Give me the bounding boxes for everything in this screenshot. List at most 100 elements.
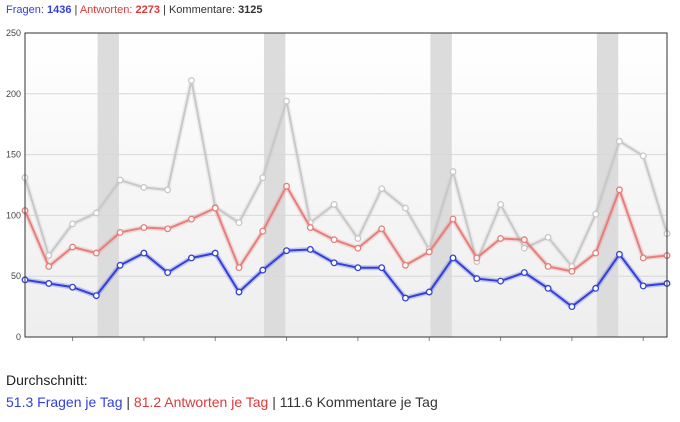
series-line-antworten — [24, 185, 668, 273]
data-point-kommentare — [116, 176, 124, 184]
data-point-kommentare — [449, 168, 457, 176]
fragen-count: 1436 — [46, 4, 72, 16]
data-point-fragen — [306, 245, 314, 253]
average-antworten: 81.2 Antworten je Tag — [133, 394, 269, 410]
data-point-kommentare — [592, 210, 600, 218]
data-point-fragen — [449, 254, 457, 262]
data-point-fragen — [568, 303, 576, 311]
data-point-antworten — [259, 227, 267, 235]
data-point-fragen — [378, 264, 386, 272]
data-point-fragen — [520, 269, 528, 277]
data-point-antworten — [92, 249, 100, 257]
series-line-kommentare — [24, 79, 668, 268]
data-point-fragen — [425, 288, 433, 296]
kommentare-count: 3125 — [238, 4, 263, 16]
data-point-fragen — [116, 261, 124, 269]
data-point-kommentare — [187, 76, 195, 84]
y-tick-label: 250 — [6, 28, 21, 38]
data-point-antworten — [116, 228, 124, 236]
antworten-label: Antworten: — [79, 4, 133, 16]
data-point-fragen — [92, 292, 100, 300]
data-point-fragen — [497, 277, 505, 285]
data-point-antworten — [520, 236, 528, 244]
data-point-fragen — [259, 266, 267, 274]
data-point-antworten — [639, 254, 647, 262]
data-point-antworten — [425, 248, 433, 256]
data-point-antworten — [330, 236, 338, 244]
data-point-fragen — [473, 275, 481, 283]
data-point-kommentare — [615, 137, 623, 145]
data-point-fragen — [69, 283, 77, 291]
data-point-antworten — [235, 264, 243, 272]
data-point-antworten — [449, 215, 457, 223]
average-kommentare: 111.6 Kommentare je Tag — [279, 394, 438, 410]
weekend-band — [430, 33, 452, 337]
y-tick-label: 50 — [11, 271, 21, 281]
data-point-kommentare — [354, 235, 362, 242]
data-point-fragen — [615, 250, 623, 258]
data-point-kommentare — [401, 204, 409, 212]
separator: | — [272, 394, 276, 410]
data-point-fragen — [140, 249, 148, 257]
separator: | — [126, 394, 131, 410]
data-point-antworten — [497, 235, 505, 242]
data-point-kommentare — [45, 252, 53, 259]
weekend-band — [596, 33, 619, 337]
data-point-fragen — [544, 284, 552, 292]
data-point-kommentare — [69, 220, 77, 228]
data-point-antworten — [140, 224, 148, 232]
data-point-fragen — [330, 259, 338, 267]
average-summary: 51.3 Fragen je Tag | 81.2 Antworten je T… — [6, 394, 438, 410]
data-point-fragen — [592, 284, 600, 292]
series-line-fragen — [24, 248, 668, 308]
data-point-antworten — [187, 215, 195, 223]
data-point-antworten — [568, 267, 576, 275]
data-point-kommentare — [164, 186, 172, 194]
data-point-antworten — [473, 254, 481, 262]
data-point-kommentare — [259, 174, 267, 182]
weekend-band — [97, 33, 119, 337]
antworten-count: 2273 — [135, 4, 160, 16]
data-point-fragen — [401, 294, 409, 302]
data-point-antworten — [45, 263, 53, 270]
data-point-antworten — [354, 244, 362, 252]
data-point-fragen — [235, 288, 243, 296]
data-point-antworten — [69, 243, 77, 251]
average-fragen: 51.3 Fragen je Tag — [6, 394, 123, 410]
data-point-antworten — [164, 225, 172, 233]
fragen-label: Fragen: — [6, 4, 44, 16]
separator: | — [163, 4, 166, 16]
data-point-kommentare — [378, 185, 386, 193]
data-point-antworten — [283, 182, 291, 190]
data-point-antworten — [615, 186, 623, 194]
plot-background — [25, 33, 667, 337]
data-point-kommentare — [520, 244, 528, 252]
y-tick-label: 100 — [6, 210, 21, 220]
data-point-kommentare — [92, 209, 100, 217]
data-point-fragen — [639, 282, 647, 290]
data-point-kommentare — [544, 233, 552, 241]
data-point-antworten — [211, 204, 219, 212]
data-point-fragen — [45, 280, 53, 287]
y-tick-label: 0 — [16, 332, 21, 342]
data-point-fragen — [164, 269, 172, 277]
data-point-antworten — [401, 261, 409, 269]
data-point-antworten — [378, 225, 386, 233]
y-tick-label: 150 — [6, 150, 21, 160]
data-point-antworten — [306, 224, 314, 232]
data-point-fragen — [211, 249, 219, 257]
data-point-kommentare — [235, 219, 243, 227]
data-point-kommentare — [497, 201, 505, 208]
data-point-antworten — [544, 263, 552, 270]
data-point-fragen — [354, 264, 362, 272]
data-point-kommentare — [639, 152, 647, 160]
activity-line-chart: 050100150200250Feb 3Feb 6Feb 9Feb 12Feb … — [6, 28, 671, 342]
kommentare-label: Kommentare: — [168, 4, 235, 16]
y-tick-label: 200 — [6, 89, 21, 99]
separator: | — [74, 4, 78, 16]
data-point-antworten — [592, 249, 600, 257]
plot-border — [24, 32, 668, 338]
data-point-kommentare — [140, 183, 148, 191]
summary-totals: Fragen: 1436 | Antworten: 2273 | Komment… — [6, 4, 263, 16]
average-title: Durchschnitt: — [6, 372, 88, 388]
